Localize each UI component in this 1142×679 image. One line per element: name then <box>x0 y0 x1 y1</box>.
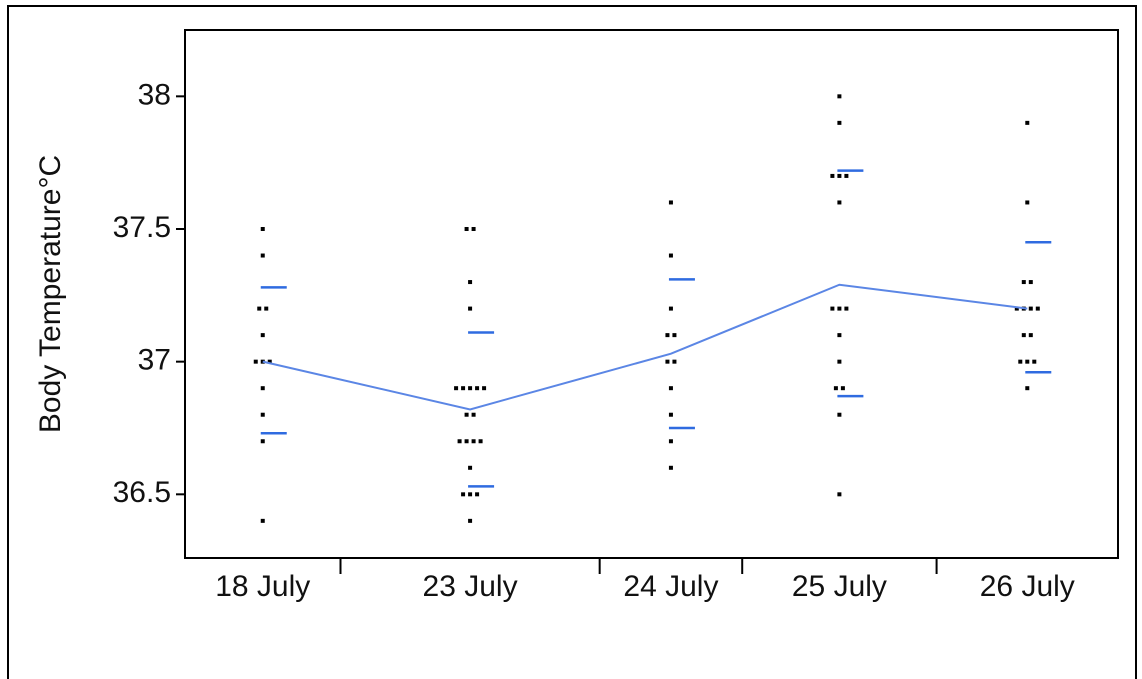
data-point <box>830 173 835 178</box>
y-tick-label: 36.5 <box>113 476 171 509</box>
data-point <box>457 439 462 444</box>
data-point <box>253 359 258 364</box>
data-point <box>665 359 670 364</box>
plot-area <box>184 29 1119 559</box>
data-point <box>257 306 262 311</box>
data-point <box>260 226 265 231</box>
data-point <box>672 359 677 364</box>
data-point <box>475 492 480 497</box>
data-point <box>468 492 473 497</box>
data-point <box>668 386 673 391</box>
data-point <box>833 386 838 391</box>
data-point <box>837 412 842 417</box>
y-tick-label: 37 <box>138 344 171 377</box>
data-point <box>260 518 265 523</box>
data-point <box>837 492 842 497</box>
data-point <box>1032 359 1037 364</box>
data-point <box>482 386 487 391</box>
data-point <box>471 412 476 417</box>
data-point <box>1018 359 1023 364</box>
data-point <box>1025 200 1030 205</box>
data-point <box>468 306 473 311</box>
data-point <box>668 412 673 417</box>
data-point <box>464 226 469 231</box>
data-point <box>1025 120 1030 125</box>
data-point <box>475 386 480 391</box>
data-point <box>1014 306 1019 311</box>
data-point <box>471 439 476 444</box>
x-tick-label: 26 July <box>980 570 1075 603</box>
frame <box>7 5 1137 679</box>
x-tick-label: 25 July <box>792 570 887 603</box>
data-point <box>260 439 265 444</box>
data-point <box>830 306 835 311</box>
data-point <box>1035 306 1040 311</box>
data-point <box>1025 386 1030 391</box>
data-point <box>1028 306 1033 311</box>
data-point <box>264 306 269 311</box>
data-point <box>837 306 842 311</box>
data-point <box>260 386 265 391</box>
data-point <box>461 386 466 391</box>
data-point <box>478 439 483 444</box>
y-tick-label: 37.5 <box>113 211 171 244</box>
data-point <box>267 359 272 364</box>
data-point <box>1021 280 1026 285</box>
data-point <box>468 386 473 391</box>
data-point <box>260 412 265 417</box>
x-tick-label: 18 July <box>215 570 310 603</box>
data-point <box>665 333 670 338</box>
data-point <box>837 200 842 205</box>
data-point <box>668 306 673 311</box>
data-point <box>468 280 473 285</box>
data-point <box>668 253 673 258</box>
data-point <box>1028 333 1033 338</box>
data-point <box>471 226 476 231</box>
data-point <box>668 465 673 470</box>
data-point <box>1028 280 1033 285</box>
means-line <box>262 283 1028 411</box>
data-point <box>260 253 265 258</box>
data-point <box>464 412 469 417</box>
data-point <box>837 173 842 178</box>
y-axis-title: Body Temperature°C <box>34 155 67 433</box>
data-point <box>668 200 673 205</box>
x-tick-label: 24 July <box>623 570 718 603</box>
data-point <box>837 359 842 364</box>
data-point <box>468 465 473 470</box>
data-point <box>260 333 265 338</box>
y-tick-label: 38 <box>138 78 171 111</box>
data-point <box>837 120 842 125</box>
data-point <box>672 333 677 338</box>
data-point <box>840 386 845 391</box>
data-point <box>464 439 469 444</box>
data-point <box>468 518 473 523</box>
data-point <box>837 333 842 338</box>
data-point <box>1021 333 1026 338</box>
data-point <box>837 94 842 99</box>
data-point <box>844 306 849 311</box>
x-tick-label: 23 July <box>423 570 518 603</box>
data-point <box>1025 359 1030 364</box>
data-point <box>454 386 459 391</box>
data-point <box>844 173 849 178</box>
data-point <box>668 439 673 444</box>
data-point <box>461 492 466 497</box>
